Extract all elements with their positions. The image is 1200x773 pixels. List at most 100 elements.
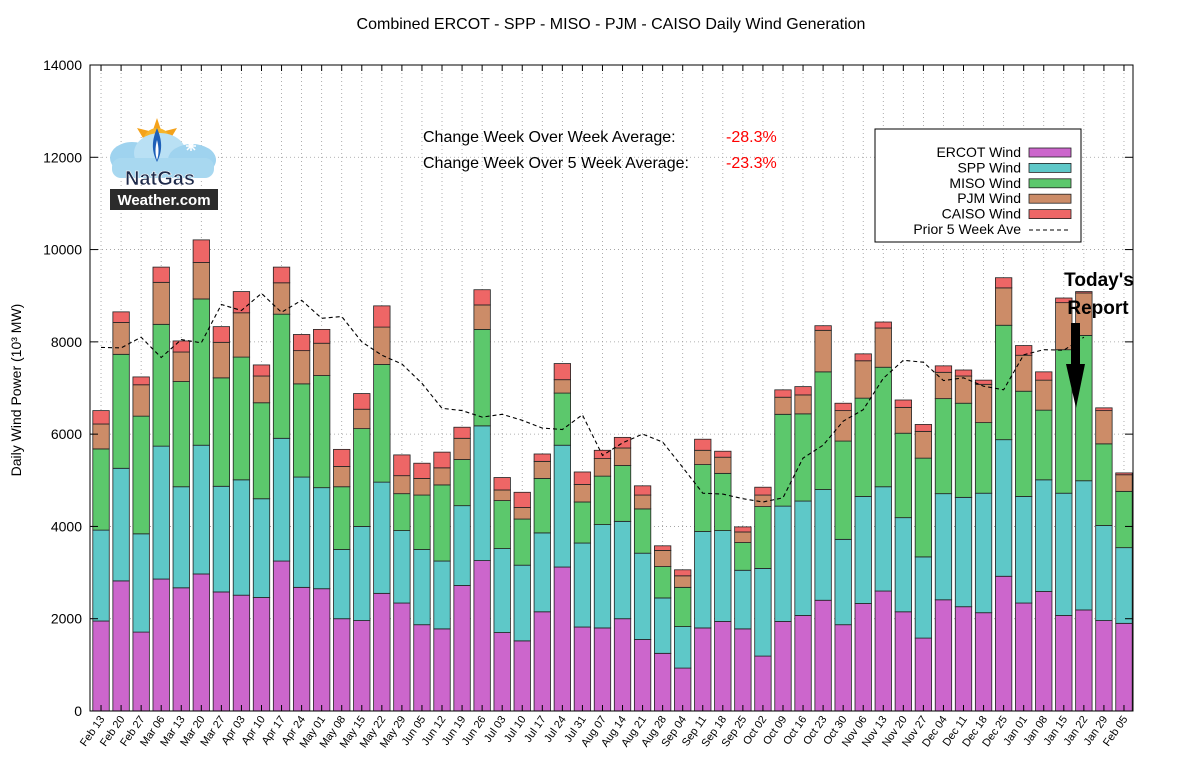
bar-pjm-wind-46 [1015, 354, 1033, 392]
bar-caiso-wind-48 [1055, 297, 1073, 304]
bar-caiso-wind-7 [232, 291, 251, 314]
bar-caiso-wind-14 [373, 305, 391, 328]
bar-spp-wind-32 [734, 569, 752, 630]
bar-pjm-wind-19 [473, 304, 491, 330]
w5-change-label: Change Week Over 5 Week Average: [423, 155, 689, 172]
natgasweather-logo: NatGas Weather.com [110, 118, 218, 210]
bar-pjm-wind-41 [914, 430, 933, 459]
bar-ercot-wind-12 [333, 618, 351, 712]
bar-ercot-wind-44 [974, 612, 993, 712]
bar-pjm-wind-21 [513, 507, 531, 520]
bar-pjm-wind-1 [112, 322, 130, 355]
bar-pjm-wind-29 [674, 575, 692, 588]
bar-spp-wind-40 [894, 517, 912, 613]
bar-ercot-wind-8 [252, 597, 271, 712]
bar-pjm-wind-12 [333, 466, 351, 488]
bar-ercot-wind-17 [433, 628, 451, 712]
bar-spp-wind-0 [92, 529, 110, 622]
bar-ercot-wind-16 [413, 624, 431, 712]
bar-ercot-wind-42 [934, 599, 953, 712]
bar-caiso-wind-43 [954, 369, 973, 377]
bar-ercot-wind-10 [292, 586, 311, 712]
bar-caiso-wind-27 [633, 485, 652, 496]
snowflake-icon [186, 141, 196, 151]
bar-ercot-wind-31 [714, 621, 732, 712]
bar-ercot-wind-35 [794, 615, 812, 712]
bar-spp-wind-41 [914, 556, 933, 639]
bar-pjm-wind-36 [814, 329, 832, 373]
bar-pjm-wind-39 [874, 327, 892, 368]
bar-pjm-wind-3 [152, 281, 170, 325]
bar-ercot-wind-25 [593, 627, 612, 712]
bar-pjm-wind-20 [493, 489, 511, 501]
bar-spp-wind-1 [112, 467, 130, 582]
logo-banner [110, 189, 218, 210]
bar-caiso-wind-41 [914, 424, 933, 432]
bar-caiso-wind-21 [513, 491, 531, 508]
bar-caiso-wind-47 [1035, 371, 1053, 381]
bar-miso-wind-50 [1095, 443, 1113, 526]
y-tick-label: 6000 [51, 426, 82, 442]
bar-ercot-wind-11 [313, 588, 331, 712]
bar-caiso-wind-45 [995, 277, 1013, 289]
bar-miso-wind-6 [212, 377, 230, 487]
bar-miso-wind-16 [413, 494, 431, 550]
y-tick-label: 0 [74, 703, 82, 719]
bar-ercot-wind-24 [573, 626, 592, 712]
bar-caiso-wind-42 [934, 365, 953, 373]
bar-miso-wind-29 [674, 586, 692, 627]
bar-spp-wind-37 [834, 538, 852, 626]
legend-label: CAISO Wind [942, 206, 1021, 222]
bar-miso-wind-28 [654, 566, 672, 599]
bar-miso-wind-31 [714, 472, 732, 531]
chart-title: Combined ERCOT - SPP - MISO - PJM - CAIS… [357, 16, 866, 33]
bar-ercot-wind-7 [232, 594, 251, 712]
bar-pjm-wind-4 [172, 351, 190, 382]
legend-label: PJM Wind [957, 190, 1021, 206]
bar-spp-wind-30 [694, 531, 712, 629]
bar-ercot-wind-39 [874, 590, 892, 712]
bar-spp-wind-26 [613, 520, 632, 620]
legend-swatch [1028, 162, 1072, 173]
legend-swatch [1028, 209, 1072, 220]
bar-pjm-wind-13 [353, 408, 371, 430]
bar-ercot-wind-4 [172, 587, 190, 712]
bar-pjm-wind-10 [292, 350, 311, 385]
bar-spp-wind-42 [934, 493, 953, 601]
bar-caiso-wind-12 [333, 448, 351, 467]
prior-5-week-ave-path [100, 292, 1085, 503]
legend-label: MISO Wind [949, 175, 1021, 191]
bar-pjm-wind-23 [553, 379, 571, 394]
bar-ercot-wind-15 [393, 602, 411, 712]
bar-caiso-wind-38 [854, 353, 872, 362]
logo-line1: NatGas [125, 168, 195, 190]
bar-ercot-wind-51 [1115, 622, 1133, 712]
bar-miso-wind-34 [774, 413, 792, 507]
bar-ercot-wind-20 [493, 632, 511, 712]
bar-miso-wind-36 [814, 371, 832, 490]
bar-caiso-wind-30 [694, 438, 712, 451]
bar-caiso-wind-3 [152, 266, 170, 283]
bar-miso-wind-11 [313, 375, 331, 489]
bar-spp-wind-45 [995, 439, 1013, 577]
bar-spp-wind-36 [814, 489, 832, 601]
bar-spp-wind-46 [1015, 496, 1033, 604]
prior-5-week-average-line [100, 292, 1085, 503]
bar-ercot-wind-13 [353, 620, 371, 712]
bar-pjm-wind-22 [533, 460, 551, 479]
bar-ercot-wind-14 [373, 592, 391, 712]
bar-spp-wind-9 [272, 437, 291, 562]
bar-caiso-wind-32 [734, 526, 752, 533]
bar-spp-wind-48 [1055, 492, 1073, 616]
bar-spp-wind-14 [373, 481, 391, 594]
bar-caiso-wind-9 [272, 266, 291, 284]
bar-ercot-wind-46 [1015, 602, 1033, 712]
bar-pjm-wind-0 [92, 423, 110, 450]
bar-spp-wind-25 [593, 524, 612, 629]
legend-label: SPP Wind [957, 159, 1021, 175]
bar-pjm-wind-9 [272, 282, 291, 315]
down-arrow-icon [1066, 323, 1085, 408]
bar-caiso-wind-29 [674, 569, 692, 577]
